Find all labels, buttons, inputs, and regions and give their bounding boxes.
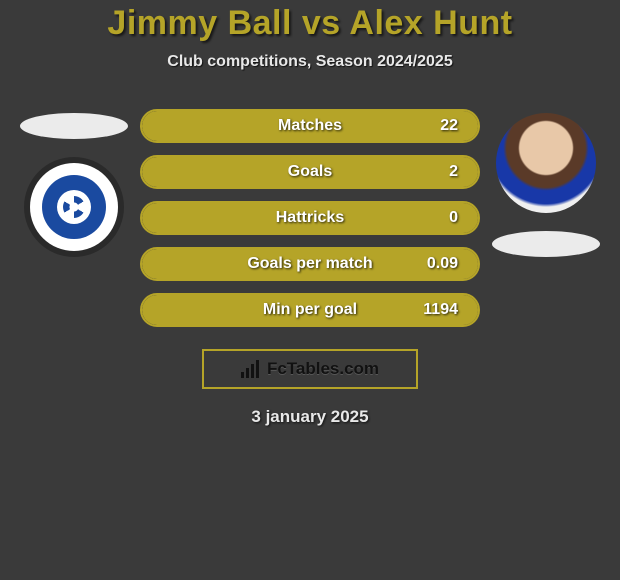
site-label: FcTables.com	[267, 359, 379, 379]
stat-value: 2	[449, 163, 458, 181]
stat-label: Goals	[288, 163, 332, 181]
stat-bars: Matches 22 Goals 2 Hattricks 0	[140, 109, 480, 327]
stat-bar: Matches 22	[140, 109, 480, 143]
club-badge-icon	[30, 163, 118, 251]
site-attribution[interactable]: FcTables.com	[202, 349, 418, 389]
stat-bar: Hattricks 0	[140, 201, 480, 235]
stat-label: Goals per match	[247, 255, 372, 273]
page-title: Jimmy Ball vs Alex Hunt	[107, 4, 512, 43]
page-subtitle: Club competitions, Season 2024/2025	[167, 53, 452, 71]
stat-label: Matches	[278, 117, 342, 135]
stat-label: Min per goal	[263, 301, 357, 319]
comparison-card: Jimmy Ball vs Alex Hunt Club competition…	[0, 0, 620, 427]
player-right-column	[490, 109, 602, 327]
stat-value: 1194	[423, 301, 458, 319]
player-left-column	[18, 109, 130, 327]
stat-value: 22	[440, 117, 458, 135]
stat-value: 0	[449, 209, 458, 227]
stat-value: 0.09	[427, 255, 458, 273]
stats-area: Matches 22 Goals 2 Hattricks 0	[0, 109, 620, 327]
date-text: 3 january 2025	[251, 407, 368, 427]
bar-chart-icon	[241, 360, 261, 378]
player-left-photo-placeholder	[20, 113, 128, 139]
stat-bar: Goals per match 0.09	[140, 247, 480, 281]
stat-bar: Goals 2	[140, 155, 480, 189]
stat-label: Hattricks	[276, 209, 344, 227]
player-right-club-placeholder	[492, 231, 600, 257]
stat-bar: Min per goal 1194	[140, 293, 480, 327]
player-right-photo	[496, 113, 596, 213]
player-left-club-badge	[24, 157, 124, 257]
